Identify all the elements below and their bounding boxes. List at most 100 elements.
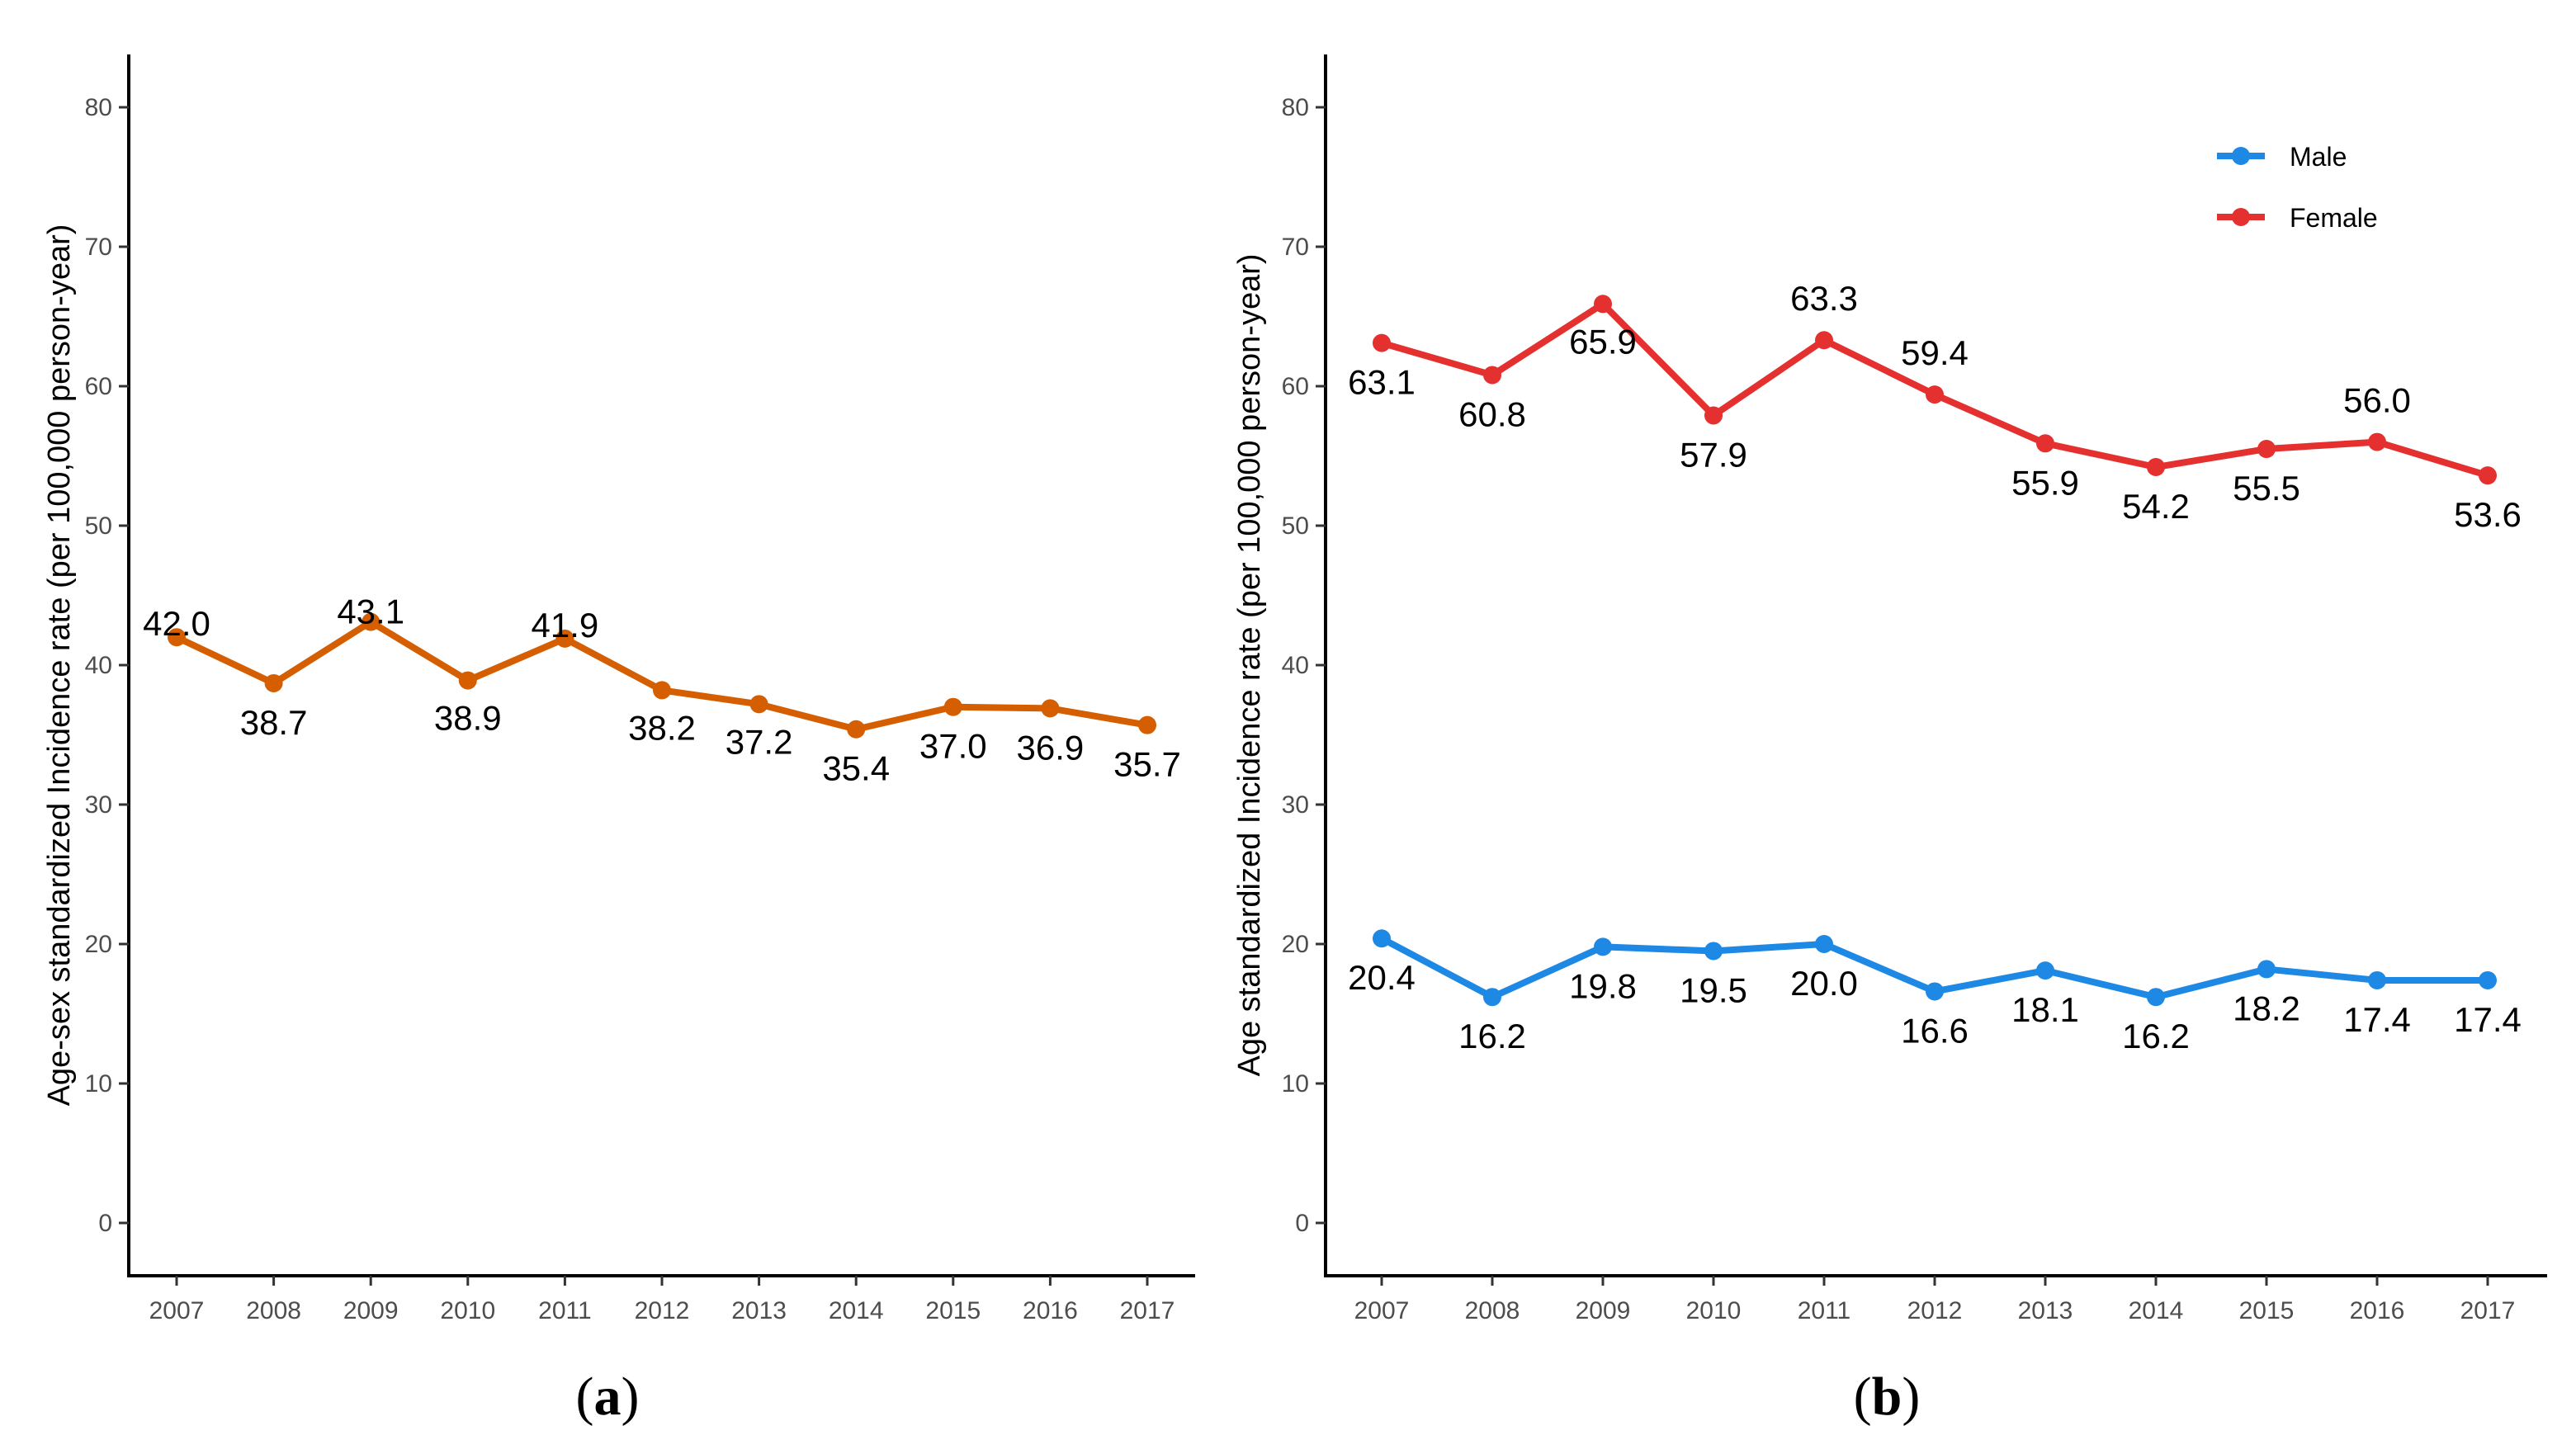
x-tick-label: 2012 xyxy=(635,1297,690,1324)
data-label-overall: 43.1 xyxy=(337,592,404,631)
data-label-female: 60.8 xyxy=(1458,394,1526,433)
series-points-b xyxy=(1373,295,2497,1007)
panel-label-a: (a) xyxy=(576,1367,640,1427)
x-ticks-b: 2007 2008 2009 2010 2011 2012 2013 2014 2015 2016… xyxy=(1354,1276,2516,1324)
data-point-overall xyxy=(555,629,574,648)
data-label-female: 59.4 xyxy=(1901,333,1969,372)
data-label-female: 57.9 xyxy=(1680,435,1747,474)
data-point-overall xyxy=(943,697,962,716)
y-tick-label: 20 xyxy=(1282,931,1309,958)
legend-label-female: Female xyxy=(2290,203,2378,233)
data-label-female: 55.9 xyxy=(2011,463,2079,502)
x-tick-label: 2010 xyxy=(440,1297,495,1324)
y-ticks-b: 0 10 20 30 40 50 60 70 80 xyxy=(1282,94,1326,1237)
data-point-male xyxy=(1483,988,1501,1007)
x-tick-label: 2014 xyxy=(2129,1297,2184,1324)
data-label-overall: 35.4 xyxy=(822,749,890,788)
data-point-overall xyxy=(847,720,866,739)
legend-marker-female xyxy=(2232,208,2250,226)
chart-panel-a: Age-sex standardized Incidence rate (per… xyxy=(42,54,1195,1427)
y-tick-label: 70 xyxy=(85,234,112,261)
y-axis-title-b: Age standardized Incidence rate (per 100… xyxy=(1232,253,1267,1076)
panel-label-b: (b) xyxy=(1854,1367,1921,1427)
y-tick-label: 30 xyxy=(85,791,112,819)
x-tick-label: 2012 xyxy=(1907,1297,1963,1324)
data-point-female xyxy=(1483,366,1501,385)
y-tick-label: 60 xyxy=(85,373,112,400)
x-tick-label: 2015 xyxy=(925,1297,981,1324)
legend-label-male: Male xyxy=(2290,142,2347,172)
y-ticks-a: 0 10 20 30 40 50 60 70 80 xyxy=(85,94,129,1237)
data-point-female xyxy=(2368,432,2386,451)
data-label-male: 20.4 xyxy=(1348,958,1416,997)
x-tick-label: 2008 xyxy=(1465,1297,1520,1324)
x-tick-label: 2011 xyxy=(1798,1297,1851,1324)
data-point-female xyxy=(2147,458,2165,477)
x-tick-label: 2016 xyxy=(2350,1297,2405,1324)
chart-panel-b: Age standardized Incidence rate (per 100… xyxy=(1232,54,2547,1427)
legend-marker-male xyxy=(2232,147,2250,165)
data-label-overall: 38.9 xyxy=(434,699,502,738)
data-label-overall: 38.7 xyxy=(240,703,308,742)
x-tick-label: 2015 xyxy=(2239,1297,2295,1324)
data-point-male xyxy=(2257,960,2276,979)
data-point-male xyxy=(2368,970,2386,989)
data-point-female xyxy=(2257,440,2276,459)
data-point-male xyxy=(2479,970,2497,989)
y-tick-label: 70 xyxy=(1282,234,1309,261)
data-label-female: 56.0 xyxy=(2343,381,2411,420)
data-label-overall: 38.2 xyxy=(628,708,696,747)
x-tick-label: 2007 xyxy=(149,1297,205,1324)
data-point-overall xyxy=(168,628,186,647)
x-tick-label: 2009 xyxy=(1576,1297,1631,1324)
data-point-overall xyxy=(749,695,768,714)
data-point-male xyxy=(1704,942,1723,961)
x-tick-label: 2017 xyxy=(2460,1297,2516,1324)
data-label-male: 16.6 xyxy=(1901,1011,1969,1050)
data-labels-a: 42.0 38.7 43.1 38.9 41.9 38.2 37.2 35.4 37.0 36.9… xyxy=(143,592,1181,788)
data-label-male: 18.2 xyxy=(2233,989,2300,1027)
data-point-male xyxy=(1926,982,1944,1001)
y-tick-label: 20 xyxy=(85,931,112,958)
y-tick-label: 10 xyxy=(1282,1070,1309,1098)
data-label-male: 17.4 xyxy=(2454,1000,2522,1039)
data-point-male xyxy=(2147,988,2165,1007)
y-tick-label: 50 xyxy=(1282,512,1309,540)
data-label-overall: 37.2 xyxy=(726,722,793,761)
data-point-male xyxy=(1373,929,1391,948)
data-point-overall xyxy=(1041,699,1060,718)
y-tick-label: 60 xyxy=(1282,373,1309,400)
data-point-overall xyxy=(362,612,380,631)
data-point-overall xyxy=(1138,715,1156,734)
series-points-a xyxy=(168,612,1156,739)
data-label-female: 55.5 xyxy=(2233,469,2300,507)
y-tick-label: 40 xyxy=(1282,652,1309,679)
data-point-female xyxy=(1594,295,1612,314)
y-tick-label: 30 xyxy=(1282,791,1309,819)
data-label-female: 63.1 xyxy=(1348,363,1416,402)
data-label-male: 16.2 xyxy=(2122,1017,2190,1055)
data-label-female: 63.3 xyxy=(1790,279,1858,318)
y-axis-title-a: Age-sex standardized Incidence rate (per… xyxy=(42,224,77,1107)
data-label-female: 53.6 xyxy=(2454,495,2522,534)
legend: Male Female xyxy=(2217,142,2378,233)
x-tick-label: 2013 xyxy=(2018,1297,2073,1324)
y-tick-label: 0 xyxy=(98,1210,112,1237)
data-label-male: 19.8 xyxy=(1569,966,1637,1005)
data-label-male: 20.0 xyxy=(1790,964,1858,1003)
data-label-male: 18.1 xyxy=(2011,990,2079,1029)
y-tick-label: 80 xyxy=(85,94,112,121)
data-point-female xyxy=(2479,466,2497,485)
data-point-female xyxy=(2036,434,2054,453)
data-point-male xyxy=(1594,937,1612,956)
y-tick-label: 50 xyxy=(85,512,112,540)
data-point-overall xyxy=(458,671,477,690)
data-label-overall: 42.0 xyxy=(143,604,210,643)
y-tick-label: 0 xyxy=(1295,1210,1309,1237)
x-tick-label: 2016 xyxy=(1023,1297,1078,1324)
x-tick-label: 2014 xyxy=(829,1297,884,1324)
legend-item-female: Female xyxy=(2217,203,2378,233)
x-tick-label: 2013 xyxy=(731,1297,787,1324)
data-label-male: 16.2 xyxy=(1458,1017,1526,1055)
